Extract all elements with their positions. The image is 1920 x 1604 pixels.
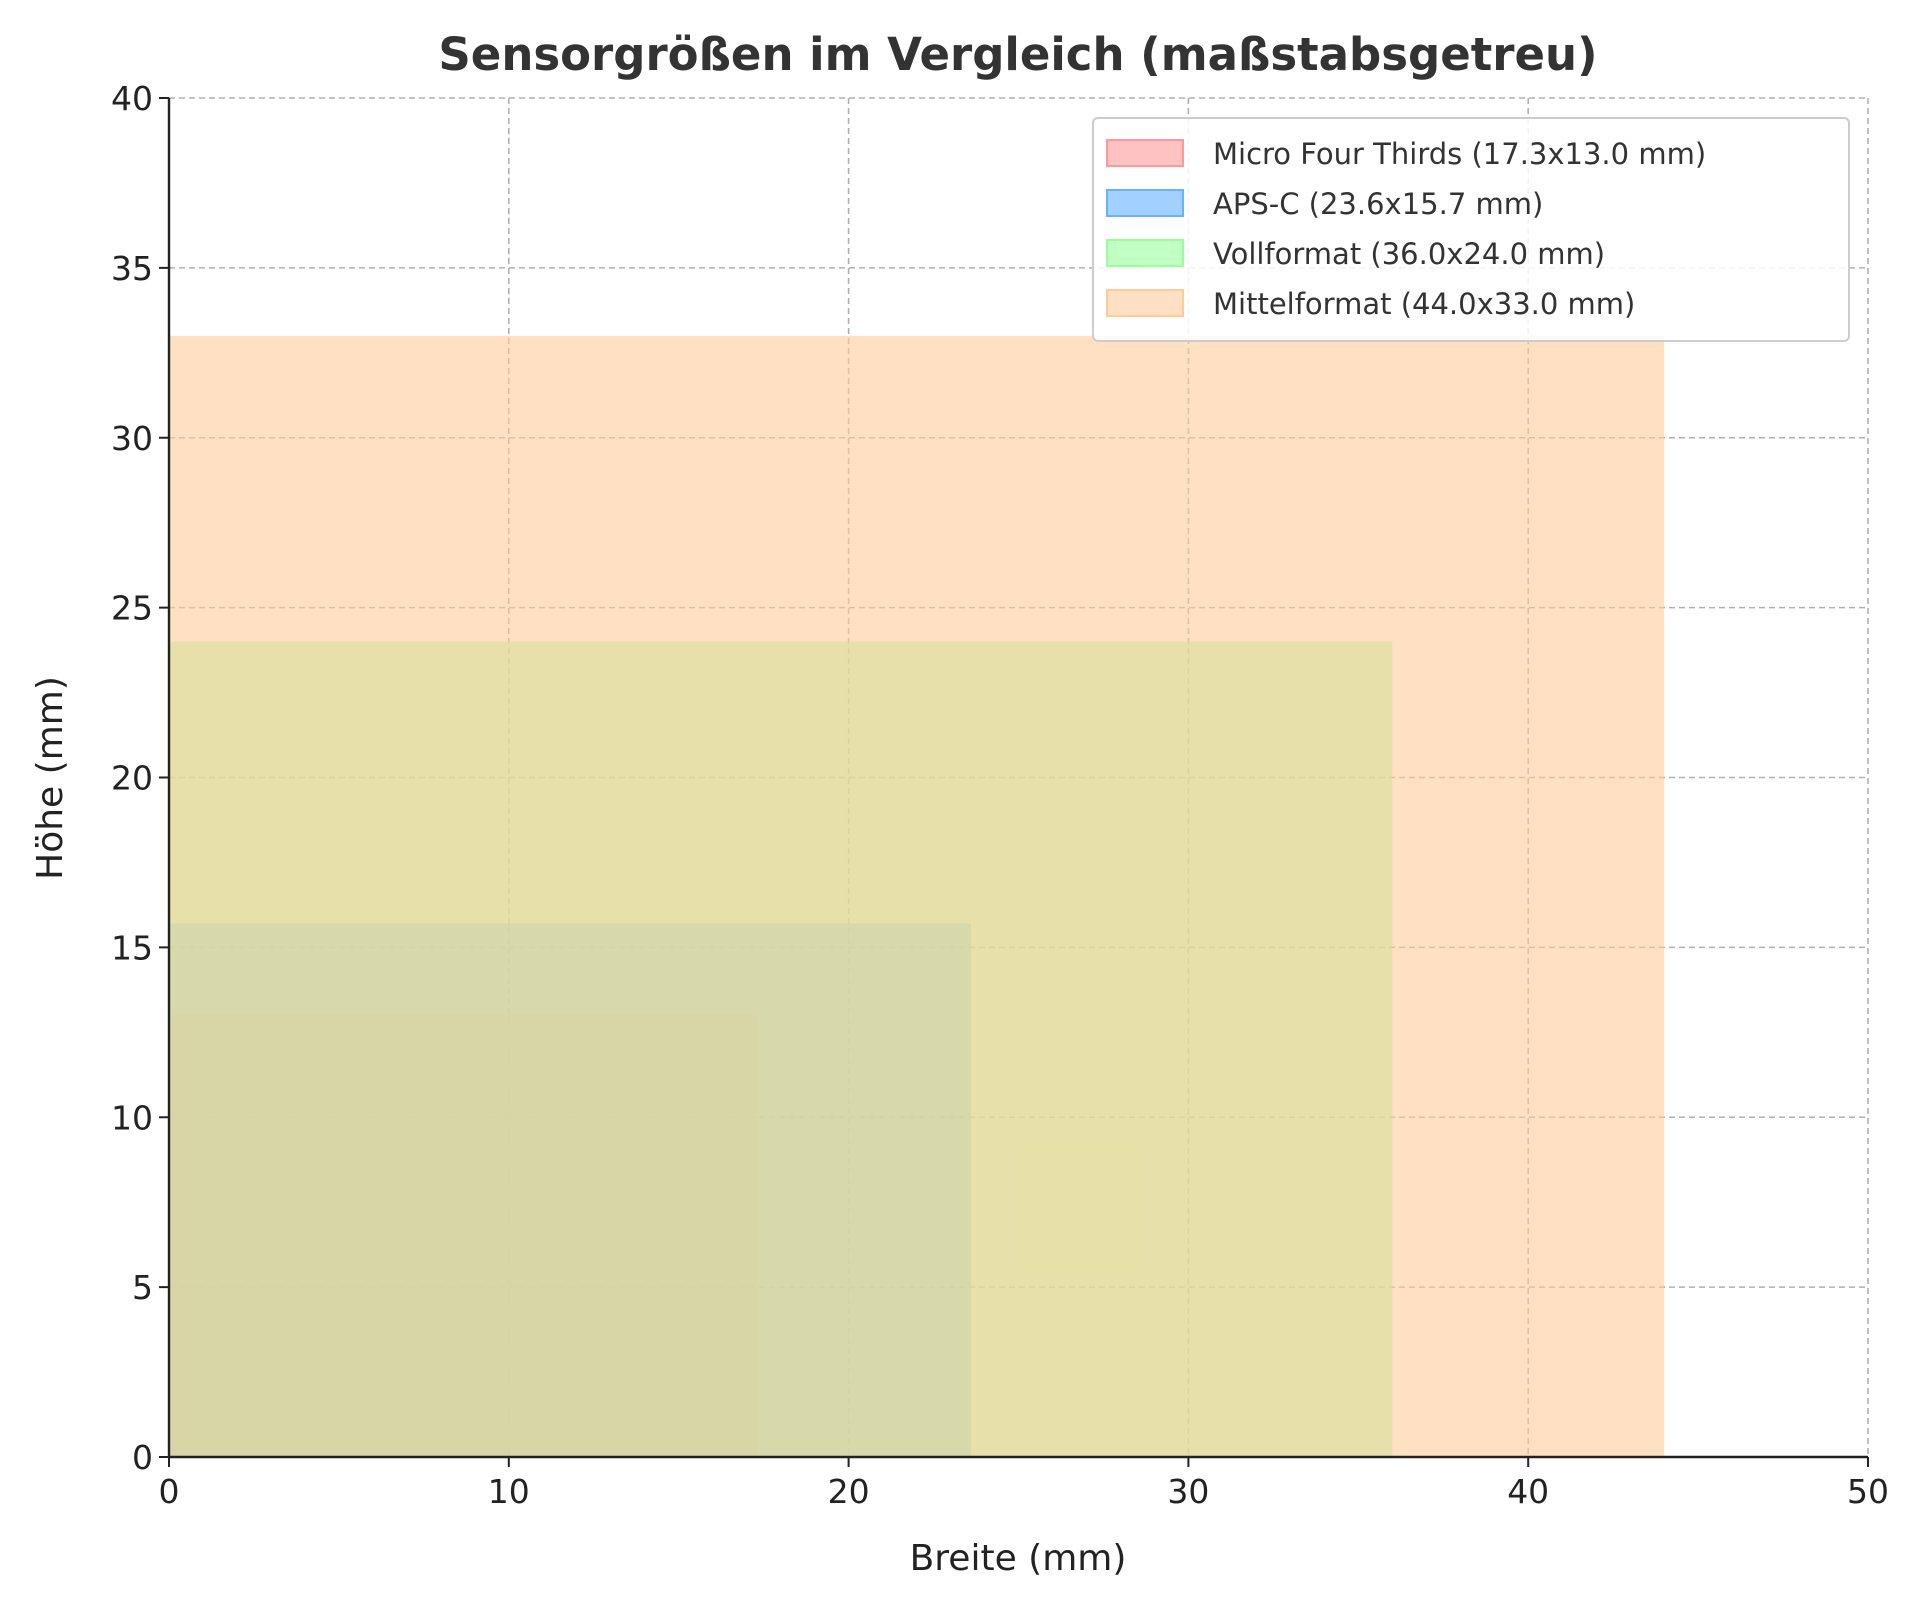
y-tick-label: 35 — [111, 249, 153, 288]
x-tick-label: 50 — [1847, 1472, 1889, 1511]
x-tick-label: 40 — [1507, 1472, 1549, 1511]
legend-swatch — [1106, 289, 1184, 317]
legend-swatch — [1106, 139, 1184, 167]
legend-label: APS-C (23.6x15.7 mm) — [1213, 187, 1543, 221]
y-axis-label: Höhe (mm) — [30, 676, 71, 880]
x-tick-label: 0 — [159, 1472, 180, 1511]
x-tick-label: 30 — [1167, 1472, 1209, 1511]
axes — [159, 97, 1869, 1467]
y-tick-label: 15 — [111, 928, 153, 967]
legend-swatch — [1106, 239, 1184, 267]
y-tick-label: 25 — [111, 589, 153, 628]
legend-label: Micro Four Thirds (17.3x13.0 mm) — [1213, 137, 1706, 171]
x-axis-label: Breite (mm) — [910, 1538, 1127, 1579]
sensor-rect-3 — [169, 335, 1665, 1458]
x-tick-label: 10 — [488, 1472, 530, 1511]
sensor-rectangles — [169, 335, 1665, 1458]
legend-label: Vollformat (36.0x24.0 mm) — [1213, 237, 1605, 271]
x-tick-label: 20 — [828, 1472, 870, 1511]
legend-box — [1092, 117, 1850, 342]
y-tick-label: 20 — [111, 759, 153, 798]
y-tick-label: 0 — [132, 1438, 153, 1477]
y-tick-label: 10 — [111, 1098, 153, 1137]
y-tick-label: 30 — [111, 419, 153, 458]
y-tick-label: 40 — [111, 79, 153, 118]
legend-label: Mittelformat (44.0x33.0 mm) — [1213, 287, 1635, 321]
chart-title: Sensorgrößen im Vergleich (maßstabsgetre… — [438, 28, 1597, 81]
legend: Micro Four Thirds (17.3x13.0 mm) APS-C (2… — [1092, 117, 1850, 342]
y-tick-label: 5 — [132, 1268, 153, 1307]
legend-swatch — [1106, 189, 1184, 217]
tick-labels: 0 10 20 30 40 50 0 5 10 15 20 25 30 35 40 — [111, 79, 1889, 1511]
